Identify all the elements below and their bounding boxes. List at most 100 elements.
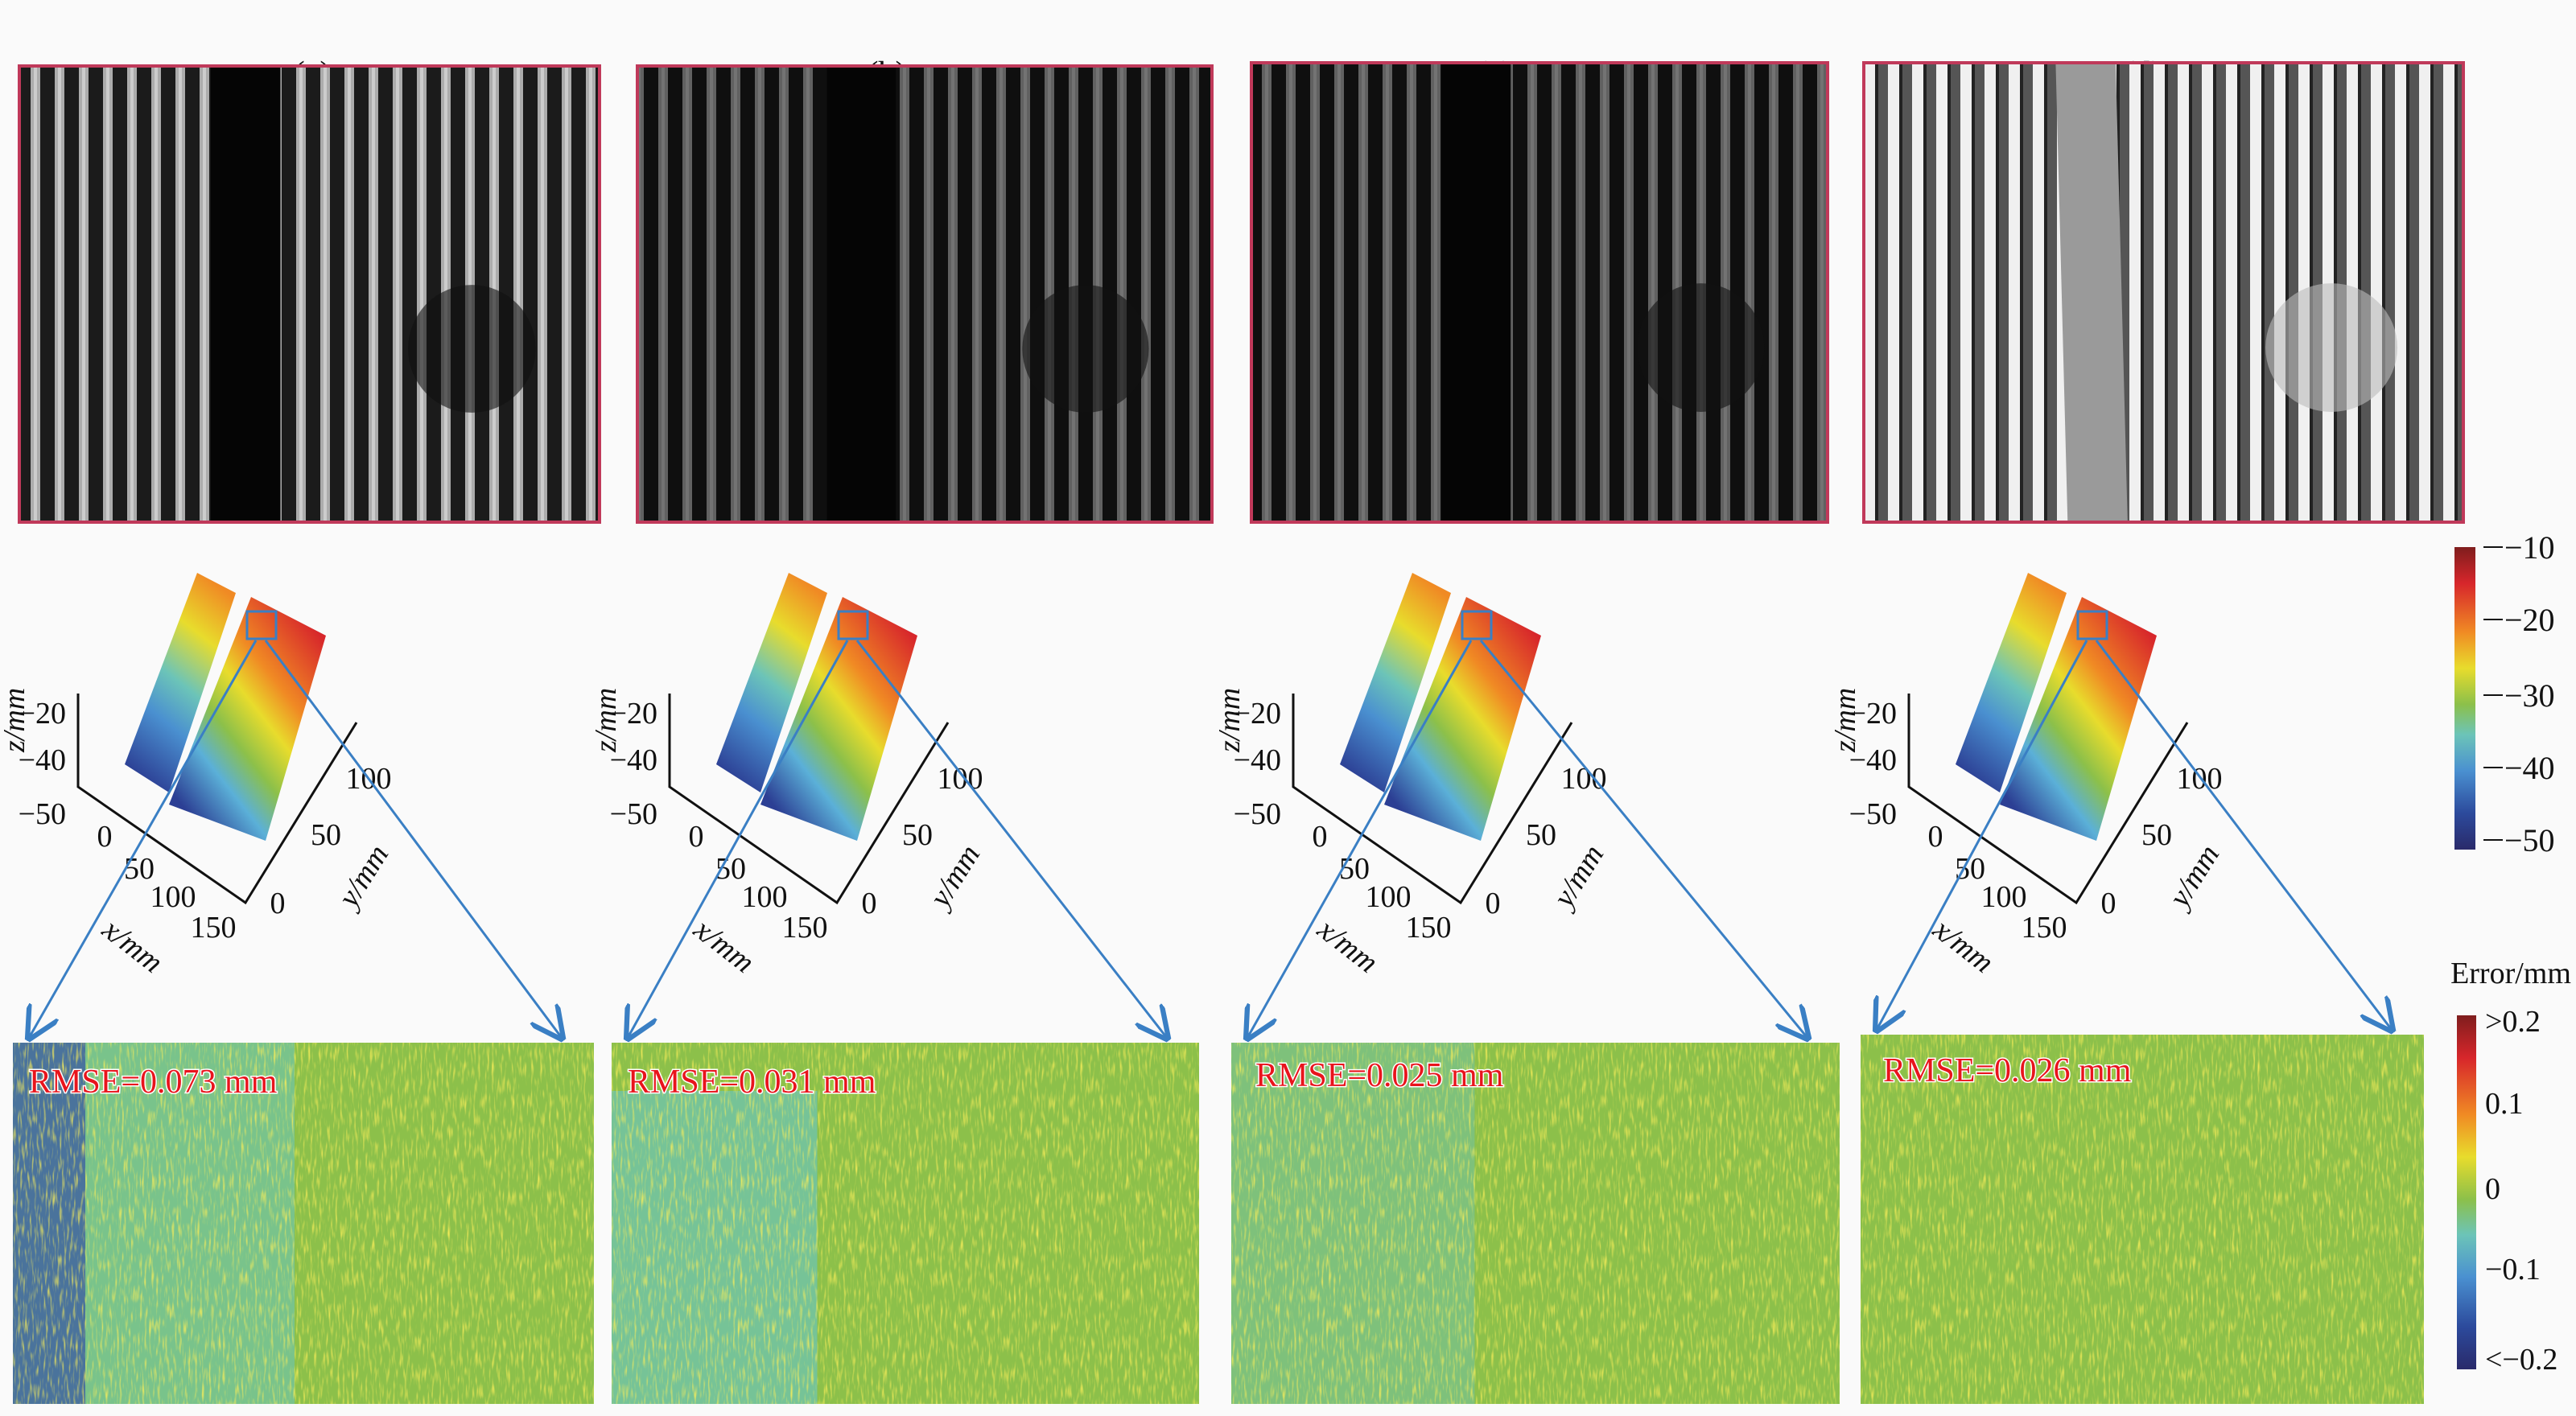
x-tick-label: 100 [150,880,196,914]
z-tick-label: −40 [19,743,66,777]
z-tick-label: −20 [19,697,66,731]
panel-b: (b)−20−40−50050100150050100z/mmx/mmy/mmR… [589,56,1214,1404]
x-tick-label: 100 [1366,880,1412,914]
vent-holes [2265,283,2398,412]
depth-tick-label: −30 [2504,677,2555,714]
z-axis-label: z/mm [1828,688,1862,753]
image-frame [636,64,1214,524]
x-axis-label: x/mm [96,912,170,979]
vent-holes [1022,285,1149,413]
fringe-image [18,64,601,524]
surface-right-part [1384,597,1541,841]
rmse-label: RMSE=0.025 mm [1255,1057,1504,1094]
z-tick-label: −40 [610,743,657,777]
x-tick-label: 150 [1406,911,1452,945]
x-tick-label: 50 [1339,852,1370,886]
image-frame [1862,61,2465,524]
x-tick-label: 100 [742,880,788,914]
z-axis-label: z/mm [1213,688,1247,753]
y-tick-label: 100 [938,762,983,796]
x-tick-label: 0 [689,820,704,854]
panel-d: (d)−20−40−50050100150050100z/mmx/mmy/mmR… [1828,56,2465,1404]
x-tick-label: 0 [97,820,113,854]
vent-holes [408,285,536,413]
surface-left-part [1956,573,2067,792]
error-tick-label: 0 [2485,1172,2500,1206]
gap-shadow [826,66,896,522]
zoom-arrow-left [628,640,849,1038]
surface-left-part [1340,573,1451,792]
image-shading [19,66,600,522]
gap-region [2055,63,2128,522]
x-tick-label: 100 [1981,880,2027,914]
y-tick-label: 50 [1526,818,1556,852]
z-tick-label: −20 [610,697,657,731]
zoom-arrow-right [264,640,562,1038]
error-colorbar-title: Error/mm [2450,957,2571,990]
error-tick-label: >0.2 [2485,1005,2541,1039]
z-tick-label: −40 [1849,743,1897,777]
panel-a: (a)−20−40−50050100150050100z/mmx/mmy/mmR… [0,56,601,1404]
fringe-image [1862,61,2465,524]
fringe-image [1250,61,1829,524]
image-shading [637,66,1212,522]
image-frame [18,64,601,524]
z-tick-label: −50 [19,797,66,831]
zoom-arrow-left [1877,640,2088,1030]
rmse-label: RMSE=0.026 mm [1883,1052,2132,1089]
zoom-arrow-right [855,640,1167,1038]
error-tick-label: <−0.2 [2485,1343,2557,1377]
surface-left-part [125,573,236,792]
x-tick-label: 150 [782,911,828,945]
z-axis-label: z/mm [589,688,623,753]
zoom-arrow-left [1247,640,1473,1038]
roi-box [837,610,869,640]
zoom-arrow-left [29,640,258,1038]
x-axis-label: x/mm [1311,912,1385,979]
x-tick-label: 150 [2022,911,2067,945]
error-map [13,1043,594,1404]
z-tick-label: −50 [610,797,657,831]
error-tick-label: −0.1 [2485,1253,2541,1286]
image-frame [1250,61,1829,524]
y-tick-label: 50 [902,818,933,852]
y-tick-label: 0 [1486,887,1501,920]
error-noise [612,1043,1199,1404]
zoom-arrow-right [1479,640,1807,1038]
gap-shadow [1441,63,1511,522]
surface-right-part [760,597,917,841]
axes-lines [1907,694,2189,905]
error-map [612,1043,1199,1404]
z-tick-label: −50 [1849,797,1897,831]
surface-right-part [2000,597,2157,841]
error-tick-label: 0.1 [2485,1087,2524,1121]
y-tick-label: 50 [2141,818,2172,852]
x-tick-label: 0 [1313,820,1328,854]
depth-tick-label: −10 [2504,529,2555,566]
z-tick-label: −20 [1849,697,1897,731]
rmse-label: RMSE=0.031 mm [628,1064,876,1101]
y-tick-label: 0 [270,887,286,920]
error-map [1231,1043,1840,1404]
depth-tick-label: −50 [2504,822,2555,858]
x-tick-label: 0 [1928,820,1943,854]
image-shading [1251,63,1828,522]
zoom-arrow-right [2095,640,2392,1030]
x-axis-label: x/mm [687,912,761,979]
y-tick-label: 0 [2101,887,2116,920]
y-tick-label: 100 [2177,762,2223,796]
x-tick-label: 50 [124,852,155,886]
panel-c: (c)−20−40−50050100150050100z/mmx/mmy/mmR… [1213,56,1840,1404]
z-tick-label: −50 [1234,797,1281,831]
depth-colorbar-gradient [2454,547,2475,850]
axes-lines [668,694,950,905]
fringe-image [636,64,1214,524]
x-tick-label: 150 [191,911,237,945]
axes-lines [1292,694,1573,905]
rmse-label: RMSE=0.073 mm [29,1064,278,1101]
surface-right-part [169,597,326,841]
